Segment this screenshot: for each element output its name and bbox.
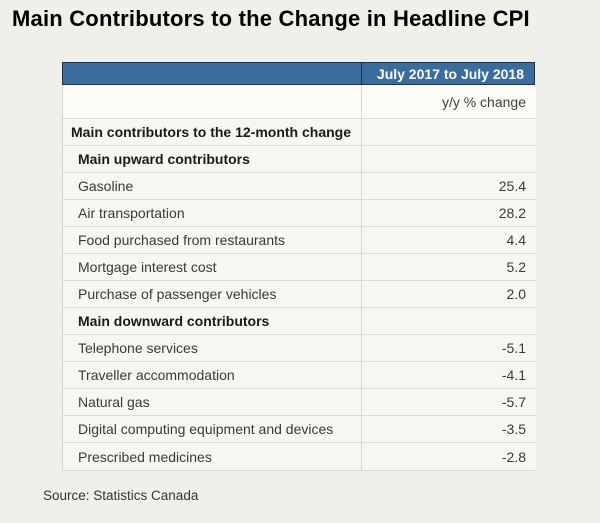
table-row: Traveller accommodation -4.1 — [63, 362, 536, 389]
row-label: Traveller accommodation — [63, 362, 362, 388]
table-row: Mortgage interest cost 5.2 — [63, 254, 536, 281]
table-header-row: July 2017 to July 2018 — [62, 62, 535, 85]
row-label: Food purchased from restaurants — [63, 227, 362, 253]
table-row: Main upward contributors — [63, 146, 536, 173]
table-row: Gasoline 25.4 — [63, 173, 536, 200]
table-row: Main contributors to the 12-month change — [63, 119, 536, 146]
row-label: Mortgage interest cost — [63, 254, 362, 280]
row-value: -5.1 — [501, 340, 526, 356]
table-row: Prescribed medicines -2.8 — [63, 443, 536, 470]
row-label: Main contributors to the 12-month change — [63, 119, 362, 145]
table-row: Natural gas -5.7 — [63, 389, 536, 416]
header-empty-cell — [63, 63, 362, 84]
row-label: Air transportation — [63, 200, 362, 226]
row-value: 2.0 — [506, 286, 526, 302]
row-value: -4.1 — [501, 367, 526, 383]
row-label: Purchase of passenger vehicles — [63, 281, 362, 307]
table-row: Food purchased from restaurants 4.4 — [63, 227, 536, 254]
row-label: Telephone services — [63, 335, 362, 361]
header-period-label: July 2017 to July 2018 — [376, 65, 524, 82]
row-label: Gasoline — [63, 173, 362, 199]
unit-label: y/y % change — [441, 93, 526, 110]
row-value: -2.8 — [501, 448, 526, 465]
table-row: Digital computing equipment and devices … — [63, 416, 536, 443]
row-label: Natural gas — [63, 389, 362, 415]
row-value: -5.7 — [501, 394, 526, 410]
table-row: Air transportation 28.2 — [63, 200, 536, 227]
row-label: Digital computing equipment and devices — [63, 416, 362, 442]
unit-empty-cell — [63, 85, 362, 118]
row-value: 25.4 — [498, 178, 526, 194]
page-title: Main Contributors to the Change in Headl… — [12, 6, 530, 31]
table-body: y/y % change Main contributors to the 12… — [62, 85, 536, 471]
row-value: 5.2 — [506, 259, 526, 275]
row-label: Main upward contributors — [63, 146, 362, 172]
table-row: Main downward contributors — [63, 308, 536, 335]
row-value: 4.4 — [506, 232, 526, 248]
unit-row: y/y % change — [63, 85, 536, 119]
row-value: -3.5 — [501, 421, 526, 437]
table-row: Telephone services -5.1 — [63, 335, 536, 362]
row-value: 28.2 — [498, 205, 526, 221]
table-row: Purchase of passenger vehicles 2.0 — [63, 281, 536, 308]
cpi-contributors-table: July 2017 to July 2018 y/y % change Main… — [62, 62, 536, 471]
row-label: Prescribed medicines — [63, 443, 362, 470]
source-note: Source: Statistics Canada — [43, 488, 199, 503]
row-label: Main downward contributors — [63, 308, 362, 334]
